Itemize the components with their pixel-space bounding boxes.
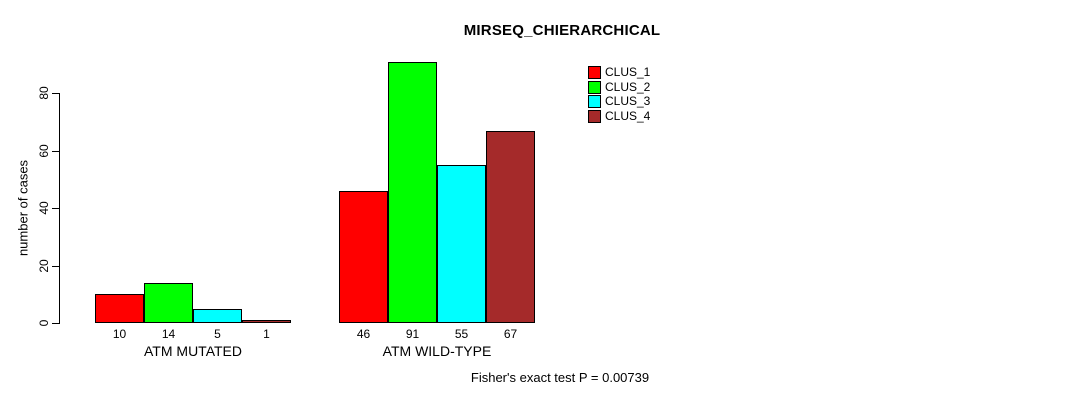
bar-value-label: 5 [214, 327, 221, 341]
y-tick-label: 0 [37, 319, 51, 327]
bar [242, 320, 291, 323]
bar [339, 191, 388, 323]
legend-swatch [588, 66, 601, 79]
legend-swatch [588, 95, 601, 108]
bar [388, 62, 437, 323]
x-group-label: ATM WILD-TYPE [382, 343, 492, 359]
legend-label: CLUS_2 [605, 80, 651, 94]
y-tick-mark [52, 151, 60, 152]
bar-value-label: 55 [454, 327, 469, 341]
footnote: Fisher's exact test P = 0.00739 [470, 370, 650, 385]
legend-label: CLUS_4 [605, 109, 651, 123]
y-tick-mark [52, 93, 60, 94]
bar [486, 131, 535, 323]
y-tick-mark [52, 266, 60, 267]
y-tick-label: 40 [37, 201, 51, 215]
x-group-label: ATM MUTATED [144, 343, 242, 359]
y-axis-label: number of cases [15, 159, 31, 257]
legend-swatch [588, 81, 601, 94]
chart-title: MIRSEQ_CHIERARCHICAL [463, 22, 661, 39]
bar-value-label: 91 [405, 327, 420, 341]
bar [95, 294, 144, 323]
bar [144, 283, 193, 323]
bar-value-label: 46 [356, 327, 371, 341]
y-tick-label: 80 [37, 86, 51, 100]
bar [193, 309, 242, 323]
y-tick-mark [52, 208, 60, 209]
bar-value-label: 14 [161, 327, 176, 341]
bar-value-label: 67 [503, 327, 518, 341]
y-tick-label: 60 [37, 144, 51, 158]
legend-swatch [588, 110, 601, 123]
legend-label: CLUS_1 [605, 65, 651, 79]
legend-label: CLUS_3 [605, 94, 651, 108]
y-tick-label: 20 [37, 259, 51, 273]
bar-value-label: 10 [112, 327, 127, 341]
y-tick-mark [52, 323, 60, 324]
bar-value-label: 1 [263, 327, 270, 341]
bar [437, 165, 486, 323]
